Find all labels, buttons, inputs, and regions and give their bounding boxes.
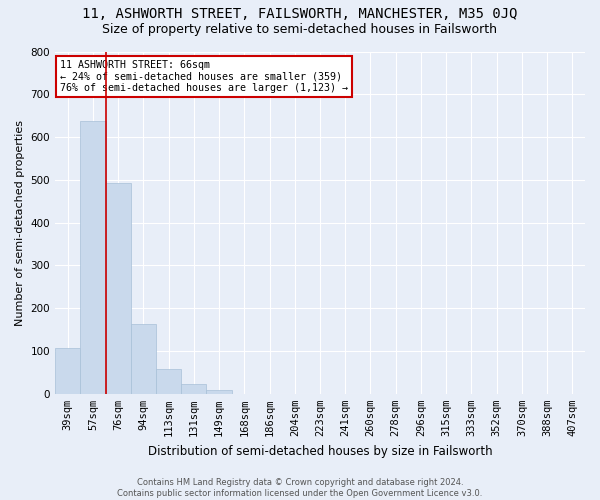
X-axis label: Distribution of semi-detached houses by size in Failsworth: Distribution of semi-detached houses by … <box>148 444 493 458</box>
Bar <box>131 324 156 394</box>
Y-axis label: Number of semi-detached properties: Number of semi-detached properties <box>15 120 25 326</box>
Bar <box>106 183 131 394</box>
Text: Size of property relative to semi-detached houses in Failsworth: Size of property relative to semi-detach… <box>103 22 497 36</box>
Bar <box>55 348 80 394</box>
Bar <box>181 384 206 394</box>
Text: 11 ASHWORTH STREET: 66sqm
← 24% of semi-detached houses are smaller (359)
76% of: 11 ASHWORTH STREET: 66sqm ← 24% of semi-… <box>61 60 349 94</box>
Bar <box>206 390 232 394</box>
Bar <box>156 370 181 394</box>
Text: Contains HM Land Registry data © Crown copyright and database right 2024.
Contai: Contains HM Land Registry data © Crown c… <box>118 478 482 498</box>
Bar <box>80 121 106 394</box>
Text: 11, ASHWORTH STREET, FAILSWORTH, MANCHESTER, M35 0JQ: 11, ASHWORTH STREET, FAILSWORTH, MANCHES… <box>82 8 518 22</box>
